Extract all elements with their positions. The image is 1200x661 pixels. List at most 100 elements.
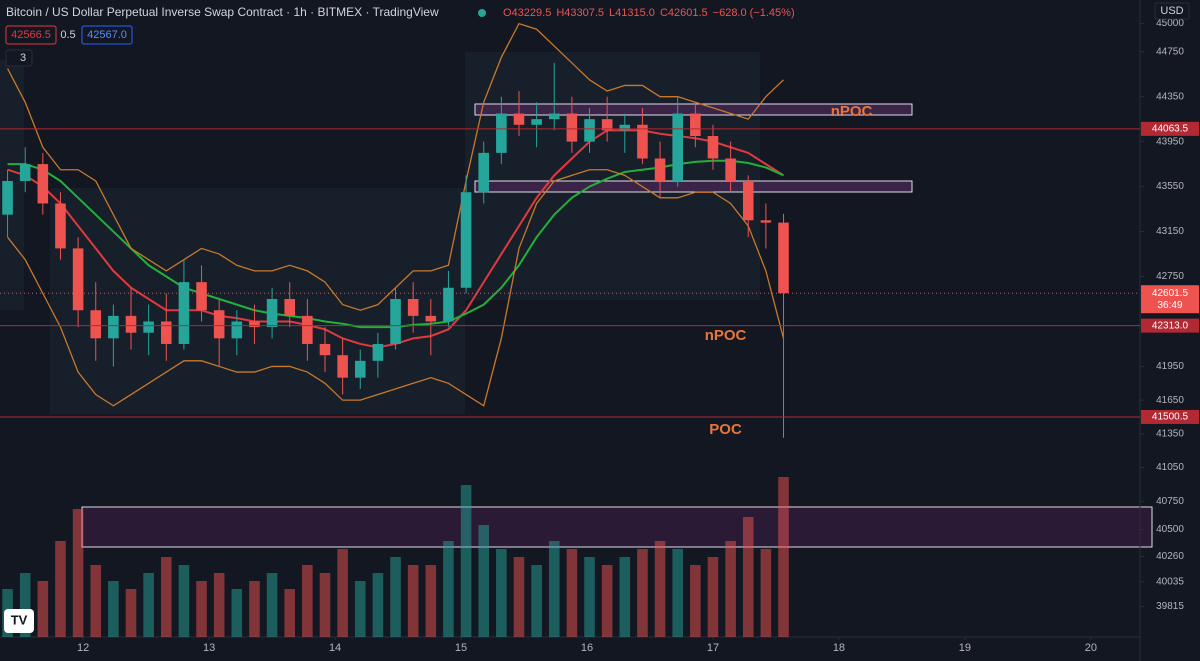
x-tick-label: 19 (959, 642, 971, 654)
candle-body (707, 136, 719, 159)
volume-bar (407, 565, 419, 637)
candle-body (584, 119, 595, 142)
x-tick-label: 17 (707, 642, 719, 654)
candle-body (2, 180, 13, 215)
y-tick-label: 40500 (1156, 524, 1184, 535)
volume-bar (196, 581, 207, 637)
y-tick-label: 42750 (1156, 271, 1184, 282)
y-tick-label: 43150 (1156, 226, 1184, 237)
currency[interactable]: USD (1160, 5, 1183, 17)
volume-bar (742, 517, 754, 637)
x-tick-label: 14 (329, 642, 341, 654)
y-tick-label: 44750 (1156, 46, 1184, 57)
y-tick-label: 43950 (1156, 136, 1184, 147)
volume-bar (460, 485, 472, 637)
status-dot (478, 9, 486, 17)
indicator-value: 42566.5 (11, 29, 51, 41)
ohlc-value: H43307.5 (556, 7, 604, 19)
y-tick-label: 40750 (1156, 496, 1184, 507)
candle-body (143, 321, 154, 333)
volume-bar (178, 565, 190, 637)
y-tick-label: 41350 (1156, 429, 1184, 440)
candle-body (160, 321, 172, 344)
candle-body (19, 164, 31, 181)
annotation: nPOC (831, 103, 873, 120)
volume-bar (302, 565, 313, 637)
level-label: 42313.0 (1152, 320, 1189, 331)
x-tick-label: 13 (203, 642, 215, 654)
y-tick-label: 43550 (1156, 181, 1184, 192)
candle-body (601, 119, 613, 131)
volume-bar (213, 573, 225, 637)
candle-body (637, 124, 648, 159)
last-price-label: 42601.5 (1152, 288, 1189, 299)
ohlc-legend: O43229.5 H43307.5 L41315.0 C42601.5 −628.0 (… (503, 7, 795, 19)
indicator-value: 0.5 (60, 29, 75, 41)
volume-bar (425, 565, 437, 637)
collapse-count[interactable]: 3 (20, 52, 26, 64)
ohlc-value: −628.0 (−1.45%) (713, 7, 795, 19)
volume-bar (760, 549, 772, 637)
volume-bar (513, 557, 525, 637)
volume-bar (566, 549, 578, 637)
level-label: 41500.5 (1152, 412, 1189, 423)
y-tick-label: 44350 (1156, 91, 1184, 102)
x-tick-label: 18 (833, 642, 845, 654)
volume-bar (672, 549, 683, 637)
last-price-box (1141, 285, 1199, 314)
candle-body (690, 113, 701, 137)
logo[interactable] (4, 609, 34, 633)
zone-box (474, 180, 913, 193)
level-label: 44063.5 (1152, 124, 1189, 135)
volume-bar (249, 581, 260, 637)
candle-body (55, 203, 66, 249)
candle-body (354, 360, 366, 378)
volume-bar (531, 565, 542, 637)
ohlc-value: L41315.0 (609, 7, 655, 19)
volume-bar (125, 589, 137, 637)
volume-bar (266, 573, 278, 637)
volume-bar (707, 557, 719, 637)
volume-bar (390, 557, 401, 637)
candle-body (231, 321, 243, 339)
candle-body (619, 124, 631, 131)
volume-bar (584, 557, 595, 637)
candle-body (725, 158, 736, 181)
candle-body (196, 282, 207, 311)
logo-mark[interactable]: TV (11, 612, 28, 627)
candle-body (760, 220, 772, 223)
currency-button[interactable] (1154, 2, 1190, 20)
chart-title: Bitcoin / US Dollar Perpetual Inverse Sw… (6, 5, 439, 19)
volume-bar (725, 541, 736, 637)
volume-bar (231, 589, 243, 637)
volume-bar (143, 573, 154, 637)
candle-body (407, 298, 419, 316)
volume-bar (55, 541, 66, 637)
x-tick-label: 20 (1085, 642, 1097, 654)
candle-body (566, 113, 578, 142)
candle-body (672, 113, 683, 181)
candle-body (778, 222, 789, 294)
y-tick-label: 45000 (1156, 18, 1184, 29)
annotation: POC (709, 421, 742, 438)
volume-bar (372, 573, 384, 637)
volume-bar (90, 565, 102, 637)
y-tick-label: 40035 (1156, 576, 1184, 587)
volume-bar (548, 541, 560, 637)
candle-body (249, 321, 260, 328)
candle-body (443, 287, 454, 322)
volume-bar (337, 549, 348, 637)
candle-body (548, 113, 560, 120)
candle-body (284, 298, 296, 316)
candle-body (742, 180, 754, 221)
session-box (50, 188, 465, 414)
volume-bar (690, 565, 701, 637)
volume-bar (108, 581, 119, 637)
ohlc-value: O43229.5 (503, 7, 551, 19)
volume-bar (284, 589, 296, 637)
collapse-button[interactable] (5, 49, 33, 67)
volume-bar (19, 573, 31, 637)
candle-body (125, 315, 137, 333)
candle-body (178, 282, 190, 344)
volume-bar (619, 557, 631, 637)
